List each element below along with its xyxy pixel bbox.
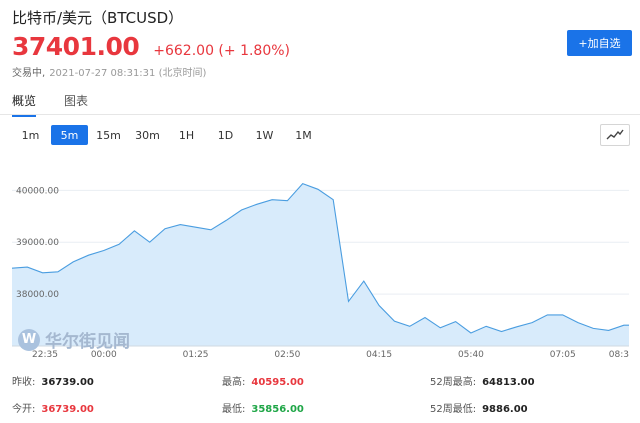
tab-chart[interactable]: 图表 <box>64 94 89 108</box>
stat-label: 最高: <box>222 377 246 388</box>
x-tick-label: 05:40 <box>458 350 484 360</box>
series-area <box>12 183 629 346</box>
time-range-bar: 1m 5m 15m 30m 1H 1D 1W 1M <box>12 125 324 145</box>
view-tabs: 概览 图表 <box>12 92 116 117</box>
y-tick-label: 40000.00 <box>16 186 59 196</box>
x-tick-label: 02:50 <box>274 350 300 360</box>
range-1w-button[interactable]: 1W <box>255 128 274 142</box>
stat-52w-low: 52周最低: 9886.00 <box>430 400 528 415</box>
instrument-title: 比特币/美元（BTCUSD） <box>12 9 184 27</box>
y-tick-label: 39000.00 <box>16 238 59 248</box>
stat-value: 35856.00 <box>251 404 304 415</box>
stat-value: 9886.00 <box>482 404 528 415</box>
x-tick-label: 22:35 <box>32 350 58 360</box>
price-change: +662.00 (+ 1.80%) <box>153 43 291 59</box>
x-tick-label: 04:15 <box>366 350 392 360</box>
add-watchlist-button[interactable]: +加自选 <box>567 30 632 56</box>
price-chart[interactable]: 38000.00 39000.00 40000.00 22:35 00:00 01:25 0… <box>12 154 629 364</box>
tabs-divider <box>0 114 640 115</box>
stat-open: 今开: 36739.00 <box>12 400 94 415</box>
watermark-logo-icon: W <box>18 328 40 351</box>
stat-value: 64813.00 <box>482 377 535 388</box>
stat-prev-close: 昨收: 36739.00 <box>12 373 94 388</box>
range-1m-button[interactable]: 1m <box>21 128 40 142</box>
stat-value: 40595.00 <box>251 377 304 388</box>
stat-label: 今开: <box>12 404 36 415</box>
range-15m-button[interactable]: 15m <box>96 128 121 142</box>
stat-52w-high: 52周最高: 64813.00 <box>430 373 535 388</box>
stat-label: 昨收: <box>12 377 36 388</box>
range-30m-button[interactable]: 30m <box>135 128 160 142</box>
watermark: W 华尔街见闻 <box>18 327 130 352</box>
range-1d-button[interactable]: 1D <box>217 128 234 142</box>
watermark-text: 华尔街见闻 <box>45 332 130 352</box>
line-chart-icon <box>606 129 624 140</box>
stat-label: 52周最低: <box>430 404 477 415</box>
stat-low: 最低: 35856.00 <box>222 400 304 415</box>
x-tick-label: 01:25 <box>183 350 209 360</box>
chart-type-button[interactable] <box>600 124 630 146</box>
stat-high: 最高: 40595.00 <box>222 373 304 388</box>
price-row: 37401.00 +662.00 (+ 1.80%) <box>12 32 290 61</box>
x-tick-label: 00:00 <box>91 350 117 360</box>
stat-label: 52周最高: <box>430 377 477 388</box>
range-5m-button[interactable]: 5m <box>51 125 88 145</box>
trading-status: 交易中, 2021-07-27 08:31:31 (北京时间) <box>12 64 206 79</box>
stat-value: 36739.00 <box>41 404 94 415</box>
series-line <box>12 182 629 334</box>
range-1mo-button[interactable]: 1M <box>295 128 312 142</box>
stat-value: 36739.00 <box>41 377 94 388</box>
y-tick-label: 38000.00 <box>16 290 59 300</box>
status-text: 交易中, <box>12 68 46 79</box>
current-price: 37401.00 <box>12 32 140 61</box>
x-tick-label: 08:3 <box>609 350 629 360</box>
range-1h-button[interactable]: 1H <box>178 128 195 142</box>
stat-label: 最低: <box>222 404 246 415</box>
x-tick-label: 07:05 <box>550 350 576 360</box>
tab-overview[interactable]: 概览 <box>12 92 37 117</box>
status-timestamp: 2021-07-27 08:31:31 (北京时间) <box>49 68 207 79</box>
